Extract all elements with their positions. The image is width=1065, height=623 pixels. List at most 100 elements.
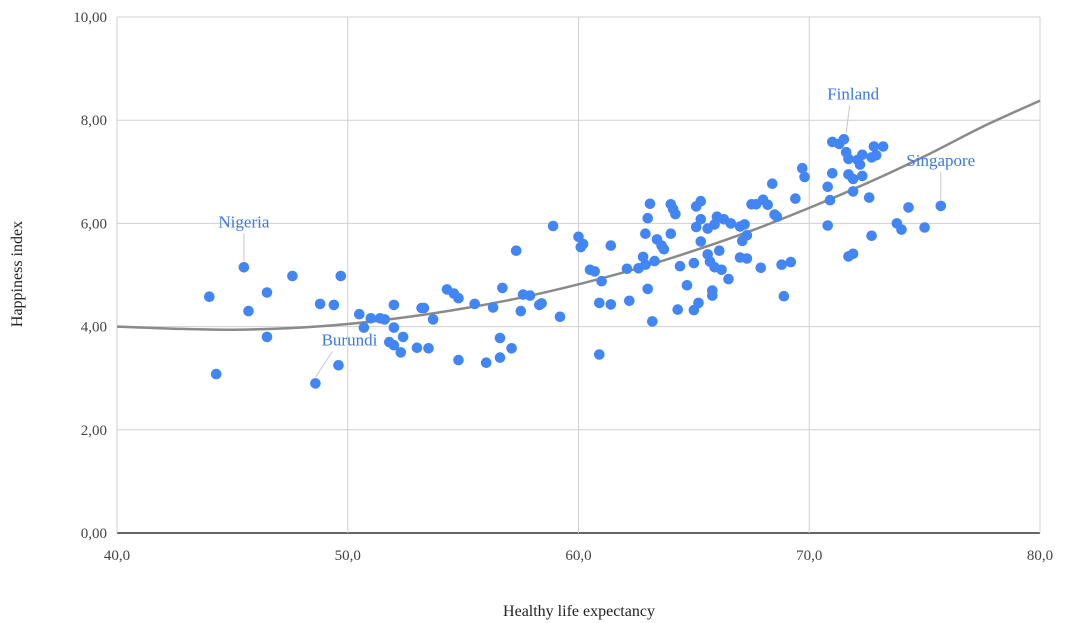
data-point [494, 352, 506, 363]
data-point [379, 314, 391, 325]
data-point [863, 192, 875, 203]
data-point [411, 342, 423, 354]
data-point [723, 273, 734, 285]
y-tick-label: 2,00 [81, 423, 107, 439]
x-tick-label: 50,0 [335, 548, 361, 564]
data-point [238, 262, 250, 273]
data-point [741, 230, 753, 241]
data-point [695, 236, 707, 247]
data-point [605, 299, 617, 310]
x-tick-label: 60,0 [565, 548, 591, 564]
data-point [714, 245, 725, 256]
data-point [354, 308, 365, 320]
data-point [261, 287, 273, 298]
data-point [725, 218, 737, 229]
data-point [771, 211, 783, 222]
tick-labels: 0,00 2,00 4,00 6,00 8,00 10,00 40,0 50,0 60,0 70,… [73, 10, 1053, 564]
annotation-leader-line [845, 105, 851, 134]
data-point [642, 283, 653, 295]
data-point [674, 260, 686, 272]
data-point [778, 290, 790, 302]
data-point [397, 331, 409, 343]
data-point [919, 222, 930, 233]
data-point [822, 181, 833, 193]
y-tick-label: 8,00 [81, 113, 107, 129]
y-tick-label: 0,00 [81, 526, 107, 542]
data-point [335, 270, 347, 282]
data-point [577, 238, 589, 250]
gridlines [116, 16, 1041, 534]
data-point [333, 360, 344, 371]
y-tick-label: 10,00 [73, 10, 107, 26]
data-point [935, 200, 947, 212]
data-point [644, 198, 656, 210]
data-point [640, 259, 651, 271]
data-point [642, 212, 653, 224]
data-point [688, 257, 700, 269]
data-point [469, 298, 481, 310]
data-point [589, 266, 600, 277]
data-point [847, 173, 859, 185]
annotation-leader-line [315, 351, 333, 378]
data-point [767, 178, 778, 189]
data-point [210, 368, 222, 380]
data-point [510, 245, 522, 256]
data-point [847, 248, 859, 260]
y-tick-label: 6,00 [81, 216, 107, 232]
data-point [647, 316, 658, 327]
data-points [204, 134, 947, 389]
data-point [649, 255, 660, 267]
data-point [665, 228, 677, 239]
annotation-label: Nigeria [218, 212, 269, 231]
data-point [640, 228, 651, 239]
data-point [847, 186, 859, 197]
data-point [693, 297, 704, 309]
annotation-label: Singapore [906, 151, 975, 170]
data-point [822, 220, 833, 231]
data-point [707, 290, 718, 301]
data-point [594, 349, 605, 360]
data-point [427, 314, 439, 325]
data-point [658, 243, 670, 255]
data-point [621, 263, 633, 275]
data-point [506, 343, 517, 354]
annotation-label: Burundi [322, 330, 378, 349]
data-point [785, 256, 797, 268]
trendline [116, 99, 1041, 331]
data-point [418, 302, 430, 314]
data-point [487, 302, 499, 313]
data-point [857, 170, 868, 182]
data-point [596, 275, 607, 287]
y-axis-title: Happiness index [9, 221, 26, 327]
annotation-label: Finland [827, 84, 879, 103]
x-tick-label: 40,0 [104, 548, 130, 564]
data-point [453, 354, 464, 366]
data-point [554, 311, 566, 323]
data-point [838, 134, 850, 145]
data-point [799, 171, 810, 183]
data-point [827, 168, 838, 179]
data-point [797, 162, 808, 174]
x-axis-title: Healthy life expectancy [503, 603, 655, 620]
data-point [716, 264, 727, 276]
data-point [204, 291, 215, 303]
data-point [310, 378, 321, 389]
data-point [670, 208, 681, 220]
data-point [287, 270, 298, 282]
data-point [695, 214, 707, 225]
data-point [314, 298, 326, 310]
data-point [497, 282, 508, 294]
data-point [903, 202, 914, 213]
data-point [866, 230, 877, 242]
data-point [365, 313, 377, 324]
data-point [243, 305, 254, 317]
data-point [776, 259, 787, 271]
data-point [695, 195, 707, 207]
data-point [790, 193, 801, 204]
x-tick-label: 70,0 [796, 548, 822, 564]
data-point [388, 322, 400, 333]
data-point [755, 262, 767, 274]
data-point [741, 253, 753, 264]
data-point [388, 299, 400, 311]
